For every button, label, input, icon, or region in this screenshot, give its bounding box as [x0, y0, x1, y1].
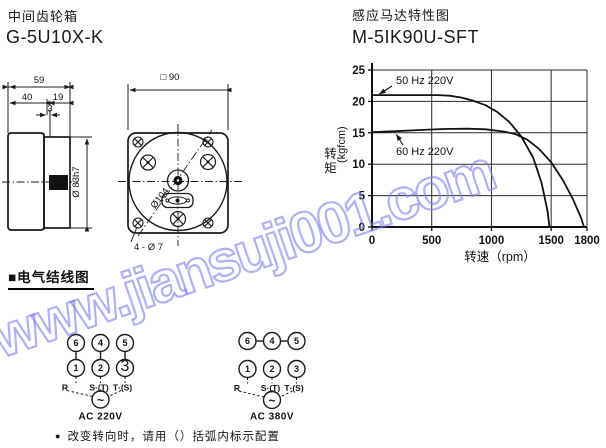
y-tick-label: 5	[359, 191, 366, 203]
terminal: 6	[73, 338, 78, 348]
terminal: 1	[245, 364, 250, 374]
dim-boss-label: 19	[53, 92, 64, 103]
x-tick-label: 1800	[574, 235, 600, 247]
shaft-bore	[49, 175, 68, 190]
phase-label: R	[234, 383, 240, 393]
gearbox-front-view-drawing: □ 90 Ø104 4 - Ø 7	[118, 72, 242, 253]
series-label-arrow	[396, 133, 404, 146]
wiring-section-heading: ■电气结线图	[8, 266, 94, 290]
phase-label: S·(T)	[261, 383, 281, 393]
ac-source-symbol: ~	[97, 393, 104, 407]
gearbox-side-view-drawing: 59 40 19 3 Ø 83h7	[2, 75, 92, 232]
note-text: 改变转向时，请用（）括弧内标示配置	[67, 431, 280, 443]
gearbox-section-title: 中间齿轮箱	[8, 9, 79, 24]
dim-holes-label: 4 - Ø 7	[134, 242, 163, 253]
motor-model: M-5IK90U-SFT	[352, 27, 480, 47]
dim-overall-label: 59	[34, 75, 45, 86]
output-shaft	[166, 169, 190, 192]
torque-speed-chart: 0 5 10 15 20 25 0 500 1000 1500 1800 转速（rpm） 50 Hz 2…	[352, 63, 600, 264]
y-tick-label: 15	[352, 128, 365, 140]
corner-hole-marks	[132, 136, 214, 229]
y-tick-label: 0	[359, 222, 365, 234]
terminal: 4	[269, 336, 274, 346]
ac-source-symbol: ~	[268, 394, 275, 408]
x-tick-label: 500	[422, 235, 441, 247]
wiring-diagram-380v	[238, 331, 306, 410]
terminal: 5	[122, 338, 127, 348]
x-tick-label: 1500	[538, 235, 564, 247]
terminal: 3	[121, 358, 130, 375]
diagram-caption-220v: AC 220V	[78, 412, 122, 423]
phase-label: T·(S)	[284, 383, 304, 393]
dim-shaft-label: Ø 83h7	[71, 166, 82, 197]
phase-label: R	[62, 383, 68, 393]
note-bullet: ●	[55, 431, 62, 441]
chart-ylabel-cn: 转矩	[322, 147, 336, 176]
wiring-diagrams: 6 4 5 1 2 3 R S·(T) T·(S) ~ AC 220V	[62, 331, 306, 423]
x-tick-label: 1000	[479, 235, 505, 247]
terminal: 6	[245, 336, 250, 346]
dim-body-label: 40	[22, 92, 33, 103]
dim-square-label: □ 90	[161, 72, 180, 83]
terminal: 4	[98, 338, 103, 348]
terminal: 2	[98, 363, 103, 373]
keyway-plate	[161, 192, 194, 209]
y-tick-label: 20	[352, 96, 365, 108]
direction-note: ● 改变转向时，请用（）括弧内标示配置	[55, 428, 280, 444]
series-label-50hz: 50 Hz 220V	[396, 75, 454, 87]
terminal: 1	[73, 363, 78, 373]
y-tick-label: 25	[352, 65, 365, 77]
wiring-diagram-220v	[66, 333, 135, 409]
terminal: 3	[294, 364, 299, 374]
gearbox-model: G-5U10X-K	[6, 27, 104, 47]
x-tick-label: 0	[369, 235, 375, 247]
ac-source-220v	[91, 390, 110, 409]
curve-60hz	[371, 127, 585, 228]
series-label-60hz: 60 Hz 220V	[396, 146, 454, 158]
y-tick-label: 10	[352, 159, 365, 171]
screw-marks	[139, 153, 217, 228]
dim-land-label: 3	[47, 104, 52, 115]
terminal: 5	[294, 336, 299, 346]
curve-50hz	[372, 94, 551, 228]
ac-source-380v	[262, 390, 282, 410]
diagram-caption-380v: AC 380V	[250, 412, 294, 423]
terminal: 2	[269, 364, 274, 374]
phase-label: S·(T)	[89, 383, 109, 393]
motor-section-title: 感应马达特性图	[352, 8, 451, 23]
x-axis-label: 转速（rpm）	[464, 249, 536, 264]
series-label-arrow	[378, 85, 393, 95]
phase-label: T·(S)	[113, 383, 133, 393]
